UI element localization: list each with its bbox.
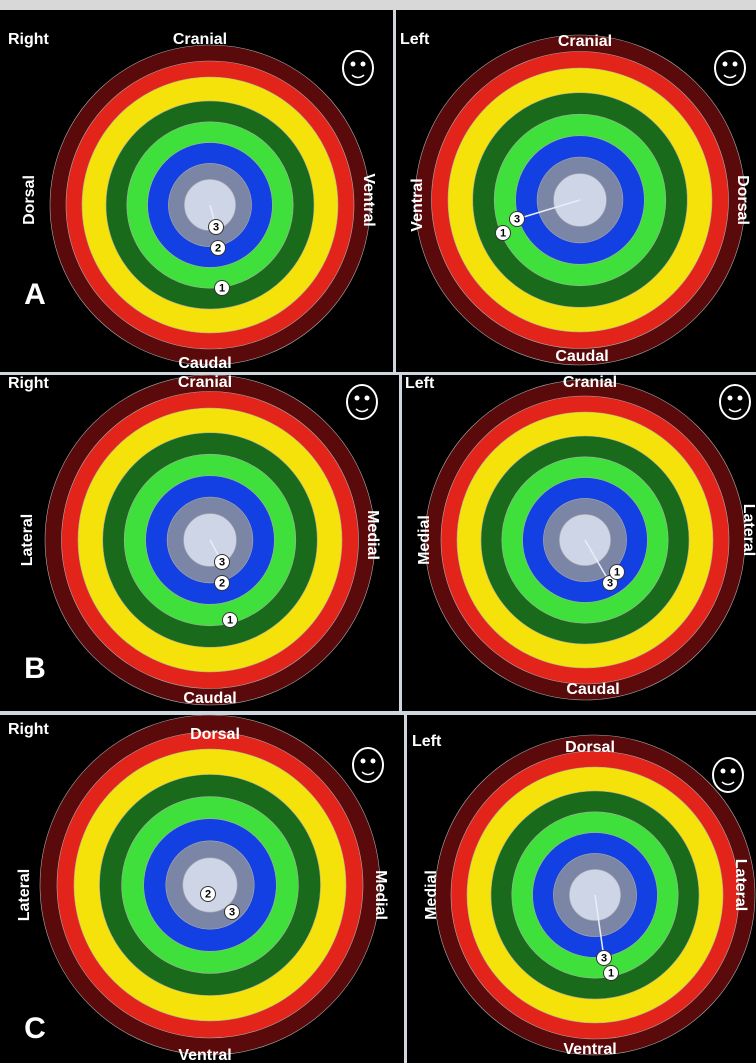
bottom-label: Ventral bbox=[563, 1041, 616, 1058]
marker-label: 1 bbox=[219, 282, 225, 294]
top-strip bbox=[0, 0, 756, 10]
top-label: Cranial bbox=[563, 374, 617, 391]
marker-label: 3 bbox=[601, 952, 607, 964]
side-label: Left bbox=[400, 31, 430, 48]
column-separator bbox=[399, 375, 402, 711]
marker-label: 1 bbox=[500, 227, 506, 239]
right-label: Lateral bbox=[732, 859, 749, 911]
left-label: Medial bbox=[416, 515, 433, 565]
marker-label: 3 bbox=[229, 906, 235, 918]
face-eye bbox=[361, 62, 366, 67]
top-label: Cranial bbox=[558, 33, 612, 50]
marker-label: 2 bbox=[215, 242, 221, 254]
face-eye bbox=[361, 759, 366, 764]
bottom-label: Caudal bbox=[183, 690, 236, 707]
column-separator bbox=[393, 10, 396, 372]
face-eye bbox=[738, 396, 743, 401]
marker-label: 3 bbox=[514, 213, 520, 225]
face-eye bbox=[365, 396, 370, 401]
left-label: Dorsal bbox=[21, 175, 38, 225]
marker-label: 1 bbox=[227, 614, 233, 626]
face-eye bbox=[371, 759, 376, 764]
marker-label: 1 bbox=[614, 566, 620, 578]
top-label: Dorsal bbox=[190, 726, 240, 743]
side-label: Left bbox=[412, 733, 442, 750]
face-eye bbox=[723, 62, 728, 67]
left-label: Medial bbox=[423, 870, 440, 920]
top-label: Cranial bbox=[178, 374, 232, 391]
right-label: Medial bbox=[372, 870, 389, 920]
side-label: Right bbox=[8, 375, 50, 392]
side-label: Right bbox=[8, 31, 50, 48]
face-eye bbox=[731, 769, 736, 774]
bottom-label: Caudal bbox=[178, 355, 231, 372]
panel-letter: C bbox=[24, 1012, 46, 1045]
target-ring bbox=[183, 858, 237, 912]
marker-label: 3 bbox=[219, 556, 225, 568]
face-eye bbox=[351, 62, 356, 67]
marker-label: 3 bbox=[213, 221, 219, 233]
face-eye bbox=[728, 396, 733, 401]
bottom-label: Ventral bbox=[178, 1047, 231, 1063]
face-eye bbox=[733, 62, 738, 67]
left-label: Lateral bbox=[19, 514, 36, 566]
marker-label: 2 bbox=[205, 888, 211, 900]
right-label: Ventral bbox=[360, 173, 377, 226]
bottom-label: Caudal bbox=[555, 348, 608, 365]
face-eye bbox=[355, 396, 360, 401]
side-label: Left bbox=[405, 375, 435, 392]
right-label: Lateral bbox=[740, 504, 756, 556]
row-separator bbox=[0, 372, 756, 375]
right-label: Medial bbox=[364, 510, 381, 560]
left-label: Lateral bbox=[16, 869, 33, 921]
figure: Right Cranial Caudal Dorsal Ventral A 3 2 1 Left C… bbox=[0, 0, 756, 1063]
right-label: Dorsal bbox=[734, 175, 751, 225]
top-label: Dorsal bbox=[565, 739, 615, 756]
left-label: Ventral bbox=[409, 178, 426, 231]
column-separator bbox=[404, 715, 407, 1063]
panel-letter: A bbox=[24, 278, 46, 311]
side-label: Right bbox=[8, 721, 50, 738]
marker-label: 3 bbox=[607, 577, 613, 589]
bottom-label: Caudal bbox=[566, 681, 619, 698]
panel-letter: B bbox=[24, 652, 46, 685]
top-label: Cranial bbox=[173, 31, 227, 48]
face-eye bbox=[721, 769, 726, 774]
marker-label: 2 bbox=[219, 577, 225, 589]
row-separator bbox=[0, 711, 756, 715]
marker-label: 1 bbox=[608, 967, 614, 979]
